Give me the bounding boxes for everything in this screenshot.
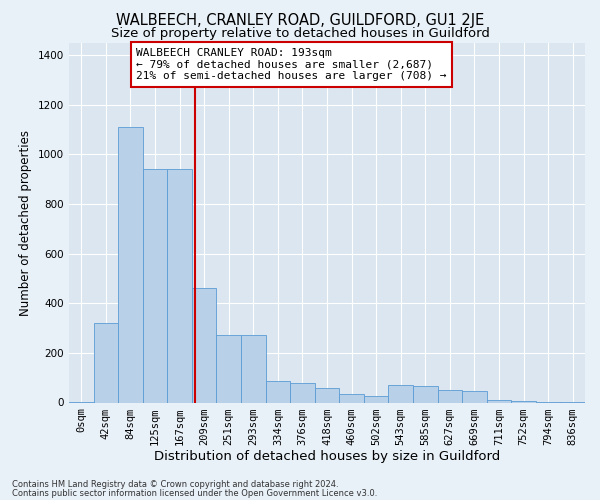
Text: Size of property relative to detached houses in Guildford: Size of property relative to detached ho… [110, 28, 490, 40]
Bar [487, 400, 511, 402]
Bar [118, 127, 143, 402]
Bar [339, 394, 364, 402]
Bar [143, 169, 167, 402]
Bar [462, 392, 487, 402]
Bar [266, 382, 290, 402]
Text: WALBEECH, CRANLEY ROAD, GUILDFORD, GU1 2JE: WALBEECH, CRANLEY ROAD, GUILDFORD, GU1 2… [116, 12, 484, 28]
Bar [315, 388, 339, 402]
X-axis label: Distribution of detached houses by size in Guildford: Distribution of detached houses by size … [154, 450, 500, 464]
Bar [413, 386, 437, 402]
Bar [437, 390, 462, 402]
Y-axis label: Number of detached properties: Number of detached properties [19, 130, 32, 316]
Text: Contains HM Land Registry data © Crown copyright and database right 2024.: Contains HM Land Registry data © Crown c… [12, 480, 338, 489]
Bar [290, 382, 315, 402]
Bar [167, 169, 192, 402]
Text: Contains public sector information licensed under the Open Government Licence v3: Contains public sector information licen… [12, 488, 377, 498]
Bar [241, 336, 266, 402]
Bar [364, 396, 388, 402]
Text: WALBEECH CRANLEY ROAD: 193sqm
← 79% of detached houses are smaller (2,687)
21% o: WALBEECH CRANLEY ROAD: 193sqm ← 79% of d… [136, 48, 446, 81]
Bar [192, 288, 217, 403]
Bar [94, 323, 118, 402]
Bar [217, 336, 241, 402]
Bar [388, 385, 413, 402]
